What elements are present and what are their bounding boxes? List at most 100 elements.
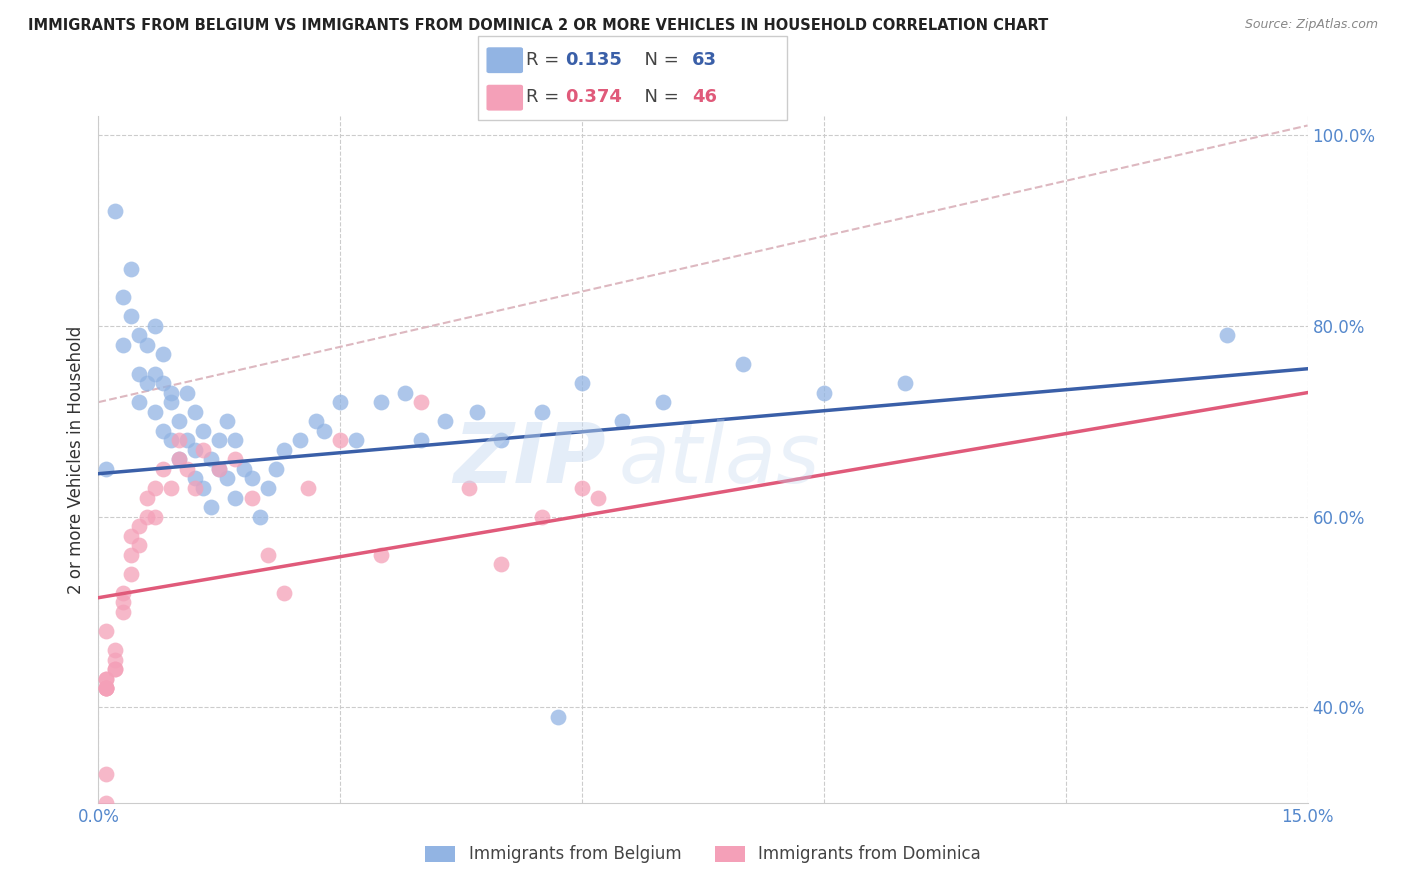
Point — [167, 452, 190, 467]
Text: ZIP: ZIP — [454, 419, 606, 500]
Point — [1216, 328, 1239, 343]
Point — [409, 434, 432, 448]
Point — [240, 471, 263, 485]
Point — [103, 204, 125, 219]
Text: 0.135: 0.135 — [565, 51, 621, 69]
Point — [314, 424, 336, 438]
Point — [143, 367, 166, 381]
Point — [152, 462, 174, 476]
Point — [530, 509, 553, 524]
Point — [273, 442, 295, 457]
Point — [160, 481, 183, 495]
Point — [813, 385, 835, 400]
Point — [96, 624, 118, 639]
Point — [135, 376, 157, 390]
Text: N =: N = — [633, 51, 685, 69]
Point — [96, 681, 118, 696]
Point — [893, 376, 915, 390]
Point — [273, 586, 295, 600]
Point — [135, 338, 157, 352]
Point — [571, 376, 593, 390]
Point — [103, 662, 125, 676]
Point — [96, 767, 118, 781]
Point — [409, 395, 432, 409]
Text: R =: R = — [526, 88, 565, 106]
Legend: Immigrants from Belgium, Immigrants from Dominica: Immigrants from Belgium, Immigrants from… — [419, 838, 987, 870]
Point — [217, 471, 239, 485]
Text: 46: 46 — [692, 88, 717, 106]
Point — [465, 405, 488, 419]
Point — [200, 452, 222, 467]
Point — [152, 376, 174, 390]
Point — [120, 566, 142, 581]
Point — [96, 672, 118, 686]
Text: 0.374: 0.374 — [565, 88, 621, 106]
Point — [491, 434, 513, 448]
Point — [103, 643, 125, 657]
Point — [256, 481, 278, 495]
Point — [143, 509, 166, 524]
Point — [111, 338, 134, 352]
Point — [135, 509, 157, 524]
Point — [96, 462, 118, 476]
Point — [111, 290, 134, 304]
Point — [370, 548, 392, 562]
Point — [120, 529, 142, 543]
Point — [167, 434, 190, 448]
Point — [256, 548, 278, 562]
Point — [305, 414, 328, 428]
Point — [208, 462, 231, 476]
Point — [103, 662, 125, 676]
Point — [224, 491, 246, 505]
Point — [458, 481, 481, 495]
Point — [96, 681, 118, 696]
Point — [184, 471, 207, 485]
Point — [167, 414, 190, 428]
Point — [491, 558, 513, 572]
Text: IMMIGRANTS FROM BELGIUM VS IMMIGRANTS FROM DOMINICA 2 OR MORE VEHICLES IN HOUSEH: IMMIGRANTS FROM BELGIUM VS IMMIGRANTS FR… — [28, 18, 1049, 33]
Point — [111, 605, 134, 619]
Point — [612, 414, 634, 428]
Point — [571, 481, 593, 495]
Point — [96, 672, 118, 686]
Point — [370, 395, 392, 409]
Point — [344, 434, 367, 448]
Point — [152, 347, 174, 361]
Point — [111, 595, 134, 609]
Point — [193, 481, 215, 495]
Point — [96, 681, 118, 696]
Point — [152, 424, 174, 438]
Point — [329, 395, 352, 409]
Point — [184, 405, 207, 419]
Point — [193, 442, 215, 457]
Text: N =: N = — [633, 88, 685, 106]
Point — [733, 357, 755, 371]
Point — [120, 261, 142, 276]
Text: R =: R = — [526, 51, 565, 69]
Point — [176, 434, 198, 448]
Point — [96, 796, 118, 810]
Point — [184, 442, 207, 457]
Point — [176, 462, 198, 476]
Point — [232, 462, 254, 476]
Point — [297, 481, 319, 495]
Point — [547, 710, 569, 724]
Point — [288, 434, 311, 448]
Point — [208, 462, 231, 476]
Point — [103, 653, 125, 667]
Point — [143, 405, 166, 419]
Y-axis label: 2 or more Vehicles in Household: 2 or more Vehicles in Household — [66, 326, 84, 593]
Point — [128, 395, 150, 409]
Point — [128, 519, 150, 533]
Point — [128, 367, 150, 381]
Point — [160, 395, 183, 409]
Point — [208, 434, 231, 448]
Point — [143, 481, 166, 495]
Point — [160, 434, 183, 448]
Text: Source: ZipAtlas.com: Source: ZipAtlas.com — [1244, 18, 1378, 31]
Point — [224, 452, 246, 467]
Point — [264, 462, 287, 476]
Point — [143, 318, 166, 333]
Point — [217, 414, 239, 428]
Point — [135, 491, 157, 505]
